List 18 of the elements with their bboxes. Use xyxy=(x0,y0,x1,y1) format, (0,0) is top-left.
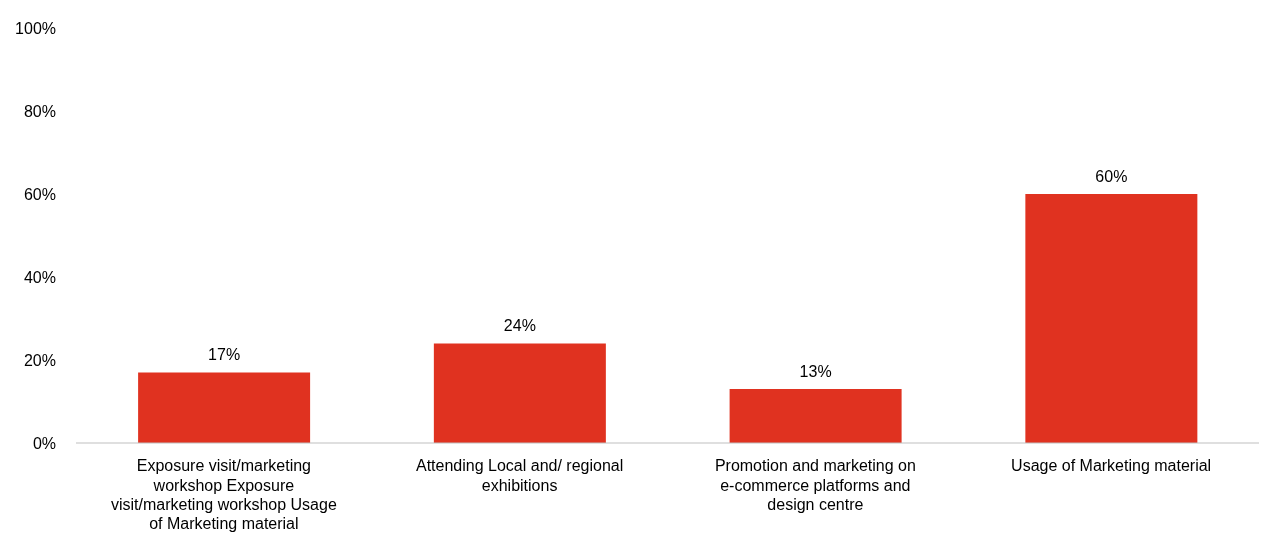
x-tick-label: Promotion and marketing on e-commerce platforms and design centre xyxy=(714,457,916,513)
bar xyxy=(729,389,902,443)
bar xyxy=(433,343,606,443)
data-label: 24% xyxy=(503,317,536,335)
x-tick-label: Exposure visit/marketing workshop Exposure visit/marketing workshop Usage of Marketing material xyxy=(110,457,337,532)
y-tick-label: 20% xyxy=(23,351,56,369)
data-label: 60% xyxy=(1095,168,1128,185)
y-tick-label: 100% xyxy=(15,19,56,37)
x-tick-label: Usage of Marketing material xyxy=(1011,457,1212,475)
data-label: 17% xyxy=(208,346,241,364)
x-tick-label: Attending Local and/ regional exhibitions xyxy=(415,457,624,494)
y-tick-label: 60% xyxy=(23,185,56,203)
bar xyxy=(1025,194,1198,443)
y-tick-label: 80% xyxy=(23,102,56,120)
bar xyxy=(138,372,311,443)
data-label: 13% xyxy=(799,363,832,381)
y-tick-label: 40% xyxy=(23,268,56,286)
y-tick-label: 0% xyxy=(32,434,56,452)
